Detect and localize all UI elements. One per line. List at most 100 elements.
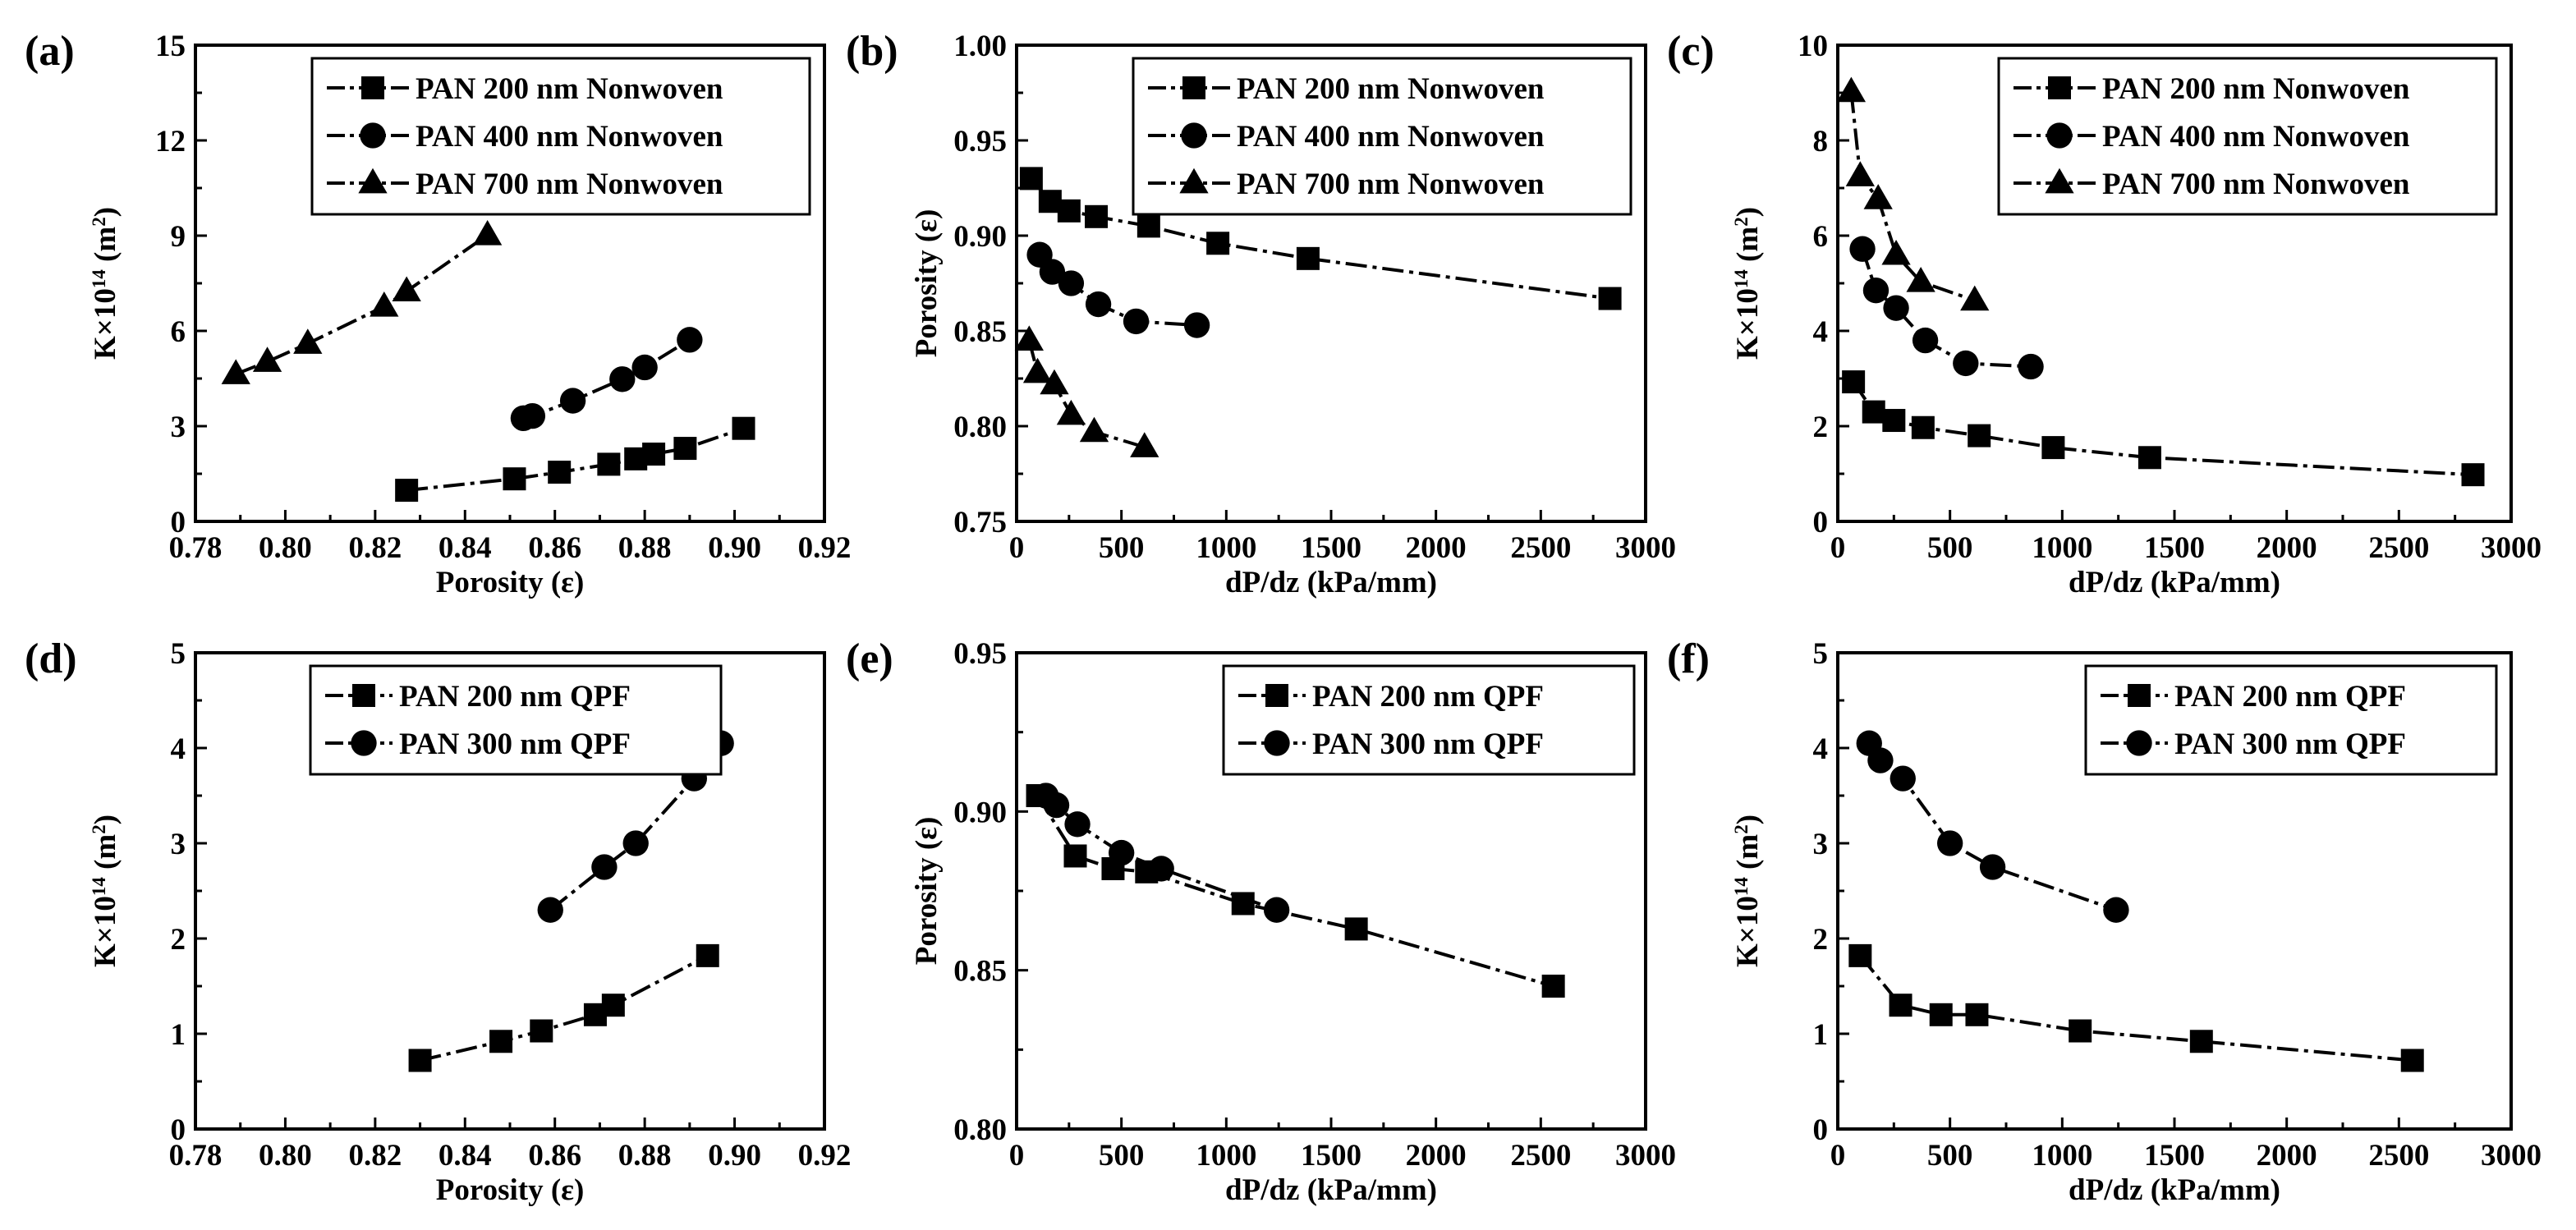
data-point-triangle bbox=[370, 291, 399, 317]
data-point-circle bbox=[559, 388, 586, 414]
legend-box bbox=[1222, 664, 1636, 776]
x-tick-label: 2500 bbox=[1510, 531, 1571, 565]
data-point-circle bbox=[677, 327, 703, 353]
data-point-square bbox=[1889, 994, 1912, 1017]
panel-e: 0 500 1000 1500 2000 2500 3000 0.80 0.85 0.90 0.95… bbox=[846, 636, 1676, 1207]
data-point-square bbox=[2137, 446, 2161, 470]
y-axis-label: Porosity (ε) bbox=[910, 817, 944, 966]
y-tick-label: 0 bbox=[171, 1113, 186, 1147]
x-tick-label: 0.86 bbox=[528, 531, 581, 565]
data-point-square bbox=[1206, 232, 1230, 255]
legend: PAN 200 nm QPF PAN 300 nm QPF bbox=[1222, 664, 1636, 776]
x-tick-label: 2500 bbox=[2368, 1139, 2429, 1173]
x-tick-label: 3000 bbox=[1615, 1139, 1676, 1173]
data-point-triangle bbox=[473, 219, 503, 246]
data-point-circle bbox=[1862, 278, 1890, 304]
y-tick-label: 5 bbox=[171, 637, 186, 671]
x-tick-label: 1500 bbox=[1301, 1139, 1361, 1173]
series-line-triangle bbox=[235, 233, 489, 376]
data-point-triangle bbox=[1906, 267, 1935, 292]
y-axis-label: K×1014 (m2) bbox=[89, 207, 123, 360]
x-tick-label: 0 bbox=[1830, 531, 1846, 565]
legend-label: PAN 700 nm Nonwoven bbox=[1237, 168, 1545, 201]
y-tick-label: 0.75 bbox=[953, 506, 1007, 539]
y-tick-label: 15 bbox=[155, 30, 186, 63]
data-point-triangle bbox=[1014, 325, 1044, 351]
legend-box bbox=[309, 664, 723, 776]
legend-label: PAN 300 nm QPF bbox=[2174, 727, 2406, 761]
series-line-circle bbox=[522, 338, 691, 420]
panel-label: (c) bbox=[1667, 28, 1715, 75]
x-axis-label: dP/dz (kPa/mm) bbox=[2069, 1173, 2280, 1207]
x-axis-label: dP/dz (kPa/mm) bbox=[2069, 566, 2280, 599]
x-tick-label: 0.80 bbox=[259, 1139, 312, 1173]
x-tick-label: 3000 bbox=[1615, 531, 1676, 565]
x-tick-label: 0.90 bbox=[708, 1139, 761, 1173]
data-point-square bbox=[1019, 167, 1043, 190]
legend-marker-circle bbox=[351, 730, 377, 756]
data-point-square bbox=[1057, 199, 1081, 223]
x-tick-label: 0.82 bbox=[348, 531, 402, 565]
legend-marker-square bbox=[352, 684, 375, 707]
data-point-circle bbox=[1883, 295, 1909, 321]
y-tick-label: 9 bbox=[171, 220, 186, 254]
y-axis-label: K×1014 (m2) bbox=[1731, 815, 1766, 967]
series-line-circle bbox=[1861, 248, 2032, 369]
series-line-square bbox=[1035, 794, 1554, 988]
x-axis-label: dP/dz (kPa/mm) bbox=[1225, 1173, 1437, 1207]
data-point-circle bbox=[1064, 811, 1091, 838]
x-tick-label: 500 bbox=[1099, 1139, 1145, 1173]
y-tick-label: 1 bbox=[171, 1018, 186, 1052]
data-point-square bbox=[1296, 246, 1320, 270]
panel-label: (e) bbox=[846, 636, 893, 682]
x-tick-label: 2000 bbox=[1406, 1139, 1467, 1173]
data-point-triangle bbox=[252, 347, 282, 372]
x-tick-label: 0.86 bbox=[528, 1139, 581, 1173]
legend-label: PAN 200 nm QPF bbox=[399, 680, 631, 714]
y-tick-label: 0.95 bbox=[953, 125, 1007, 158]
x-tick-label: 2000 bbox=[1406, 531, 1467, 565]
y-tick-label: 0.85 bbox=[953, 315, 1007, 349]
legend: PAN 200 nm QPF PAN 300 nm QPF bbox=[309, 664, 723, 776]
y-tick-label: 0.95 bbox=[953, 637, 1007, 671]
x-axis-label: Porosity (ε) bbox=[436, 1173, 585, 1207]
x-tick-label: 0.92 bbox=[798, 1139, 852, 1173]
data-point-circle bbox=[1263, 897, 1290, 923]
legend-marker-circle bbox=[2046, 122, 2073, 149]
data-point-square bbox=[1598, 287, 1622, 310]
y-tick-label: 0.90 bbox=[953, 796, 1007, 829]
data-point-square bbox=[1136, 214, 1160, 238]
data-point-square bbox=[2041, 436, 2065, 460]
data-point-square bbox=[530, 1019, 553, 1043]
panel-c: 0 500 1000 1500 2000 2500 3000 0 2 4 6 8 10 dP/dz (kP… bbox=[1667, 28, 2542, 599]
panel-label: (f) bbox=[1667, 636, 1710, 682]
data-point-circle bbox=[1912, 327, 1939, 354]
data-point-triangle bbox=[1079, 416, 1109, 443]
legend-marker-triangle bbox=[2045, 168, 2074, 194]
y-tick-label: 3 bbox=[1813, 828, 1829, 861]
data-point-triangle bbox=[1022, 357, 1053, 383]
y-tick-label: 3 bbox=[171, 411, 186, 444]
data-point-square bbox=[1911, 415, 1935, 439]
data-point-circle bbox=[622, 830, 649, 856]
panel-label: (d) bbox=[25, 636, 77, 682]
data-point-circle bbox=[1890, 765, 1916, 792]
legend: PAN 200 nm Nonwoven PAN 400 nm Nonwoven PA… bbox=[1132, 57, 1632, 216]
y-tick-label: 6 bbox=[171, 315, 186, 349]
x-tick-label: 3000 bbox=[2481, 531, 2542, 565]
data-point-square bbox=[2189, 1030, 2213, 1053]
legend-marker-circle bbox=[1264, 730, 1290, 756]
y-tick-label: 0.90 bbox=[953, 220, 1007, 254]
data-point-circle bbox=[1108, 839, 1135, 866]
data-point-square bbox=[1968, 424, 1991, 447]
y-tick-label: 3 bbox=[171, 828, 186, 861]
series-line-triangle bbox=[1849, 91, 1976, 302]
y-tick-label: 0.85 bbox=[953, 955, 1007, 989]
data-point-square bbox=[395, 479, 419, 503]
y-tick-label: 0 bbox=[1813, 506, 1829, 539]
y-tick-label: 5 bbox=[1813, 637, 1829, 671]
data-point-square bbox=[1344, 917, 1368, 941]
data-point-square bbox=[503, 467, 526, 491]
x-tick-label: 0 bbox=[1009, 1139, 1025, 1173]
